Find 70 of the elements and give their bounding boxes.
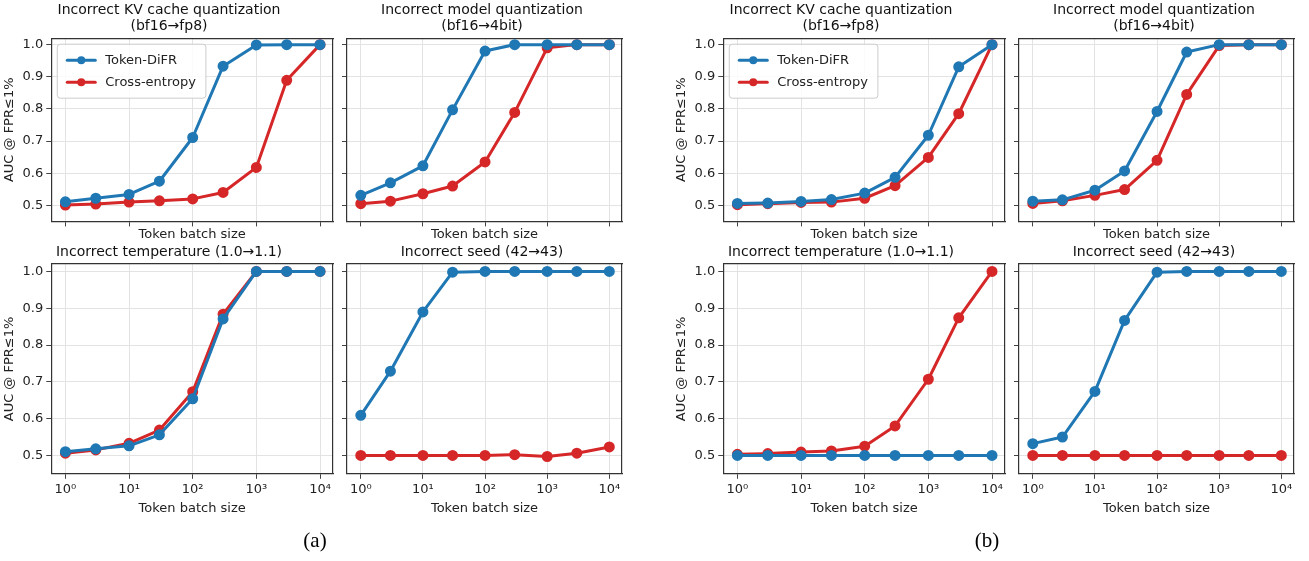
text: (b) xyxy=(973,528,1001,553)
x-axis-title: Token batch size xyxy=(809,225,918,241)
y-tick-label: 0.7 xyxy=(694,132,716,148)
y-tick-label: 1.0 xyxy=(694,36,716,51)
y-tick-label: 0.6 xyxy=(694,164,716,180)
x-tick-label: 10² xyxy=(1146,480,1168,496)
x-tick-label: 10³ xyxy=(536,480,559,496)
chart-title: Incorrect model quantization (bf16→4bit) xyxy=(381,0,583,33)
y-axis-title: AUC @ FPR≤1% xyxy=(1,316,17,422)
chart-title: Incorrect seed (42→43) xyxy=(1072,242,1236,259)
x-tick-label: 10¹ xyxy=(790,480,812,496)
y-tick-label: 0.8 xyxy=(694,336,716,352)
x-tick-label: 10² xyxy=(474,480,496,496)
legend-label: Cross-entropy xyxy=(105,73,197,89)
y-tick-label: 0.9 xyxy=(694,299,716,315)
x-tick-label: 10⁴ xyxy=(981,480,1003,496)
y-tick-label: 0.7 xyxy=(694,373,716,389)
legend-label: Cross-entropy xyxy=(777,73,869,89)
x-tick-label: 10⁴ xyxy=(598,480,621,496)
y-tick-label: 1.0 xyxy=(22,36,44,51)
y-tick-label: 0.7 xyxy=(22,373,44,389)
y-axis-title: AUC @ FPR≤1% xyxy=(673,77,689,183)
x-tick-label: 10⁴ xyxy=(1270,480,1293,496)
y-tick-label: 0.8 xyxy=(22,100,44,116)
y-axis-title: AUC @ FPR≤1% xyxy=(1,77,17,183)
legend-label: Token-DiFR xyxy=(776,51,850,67)
y-tick-label: 0.5 xyxy=(22,196,44,212)
x-tick-label: 10¹ xyxy=(1084,480,1106,496)
x-tick-label: 10⁰ xyxy=(349,480,372,496)
y-tick-label: 0.8 xyxy=(22,336,44,352)
x-axis-title: Token batch size xyxy=(1101,499,1211,515)
x-tick-label: 10² xyxy=(181,480,204,496)
x-tick-label: 10³ xyxy=(917,480,940,496)
x-axis-title: Token batch size xyxy=(1101,225,1211,241)
y-tick-label: 0.9 xyxy=(694,68,716,84)
x-axis-title: Token batch size xyxy=(809,499,918,515)
y-tick-label: 0.9 xyxy=(22,299,44,315)
x-tick-label: 10³ xyxy=(1208,480,1231,496)
chart-title: Incorrect temperature (1.0→1.1) xyxy=(727,242,955,259)
x-tick-label: 10⁰ xyxy=(1021,480,1044,496)
y-tick-label: 0.6 xyxy=(694,409,716,425)
x-axis-title: Token batch size xyxy=(429,499,539,515)
y-tick-label: 1.0 xyxy=(22,262,44,278)
chart-title: Incorrect model quantization (bf16→4bit) xyxy=(1053,0,1255,33)
x-tick-label: 10¹ xyxy=(412,480,434,496)
y-tick-label: 0.7 xyxy=(22,132,44,148)
chart-title: Incorrect temperature (1.0→1.1) xyxy=(55,242,283,259)
x-tick-label: 10⁰ xyxy=(54,480,77,496)
chart-title: Incorrect seed (42→43) xyxy=(400,242,564,259)
text: (a) xyxy=(302,528,328,553)
y-tick-label: 0.9 xyxy=(22,68,44,84)
x-tick-label: 10¹ xyxy=(118,480,140,496)
y-tick-label: 0.5 xyxy=(694,446,716,462)
y-tick-label: 1.0 xyxy=(694,262,716,278)
x-axis-title: Token batch size xyxy=(429,225,539,241)
x-tick-label: 10³ xyxy=(245,480,268,496)
y-tick-label: 0.5 xyxy=(694,196,716,212)
y-tick-label: 0.6 xyxy=(22,409,44,425)
x-tick-label: 10² xyxy=(853,480,876,496)
legend-label: Token-DiFR xyxy=(104,51,178,67)
x-axis-title: Token batch size xyxy=(137,499,246,515)
chart-title: Incorrect KV cache quantization (bf16→fp8) xyxy=(57,0,281,33)
y-tick-label: 0.8 xyxy=(694,100,716,116)
x-axis-title: Token batch size xyxy=(137,225,246,241)
x-tick-label: 10⁰ xyxy=(726,480,749,496)
chart-title: Incorrect KV cache quantization (bf16→fp8) xyxy=(729,0,953,33)
x-tick-label: 10⁴ xyxy=(309,480,331,496)
y-tick-label: 0.6 xyxy=(22,164,44,180)
y-axis-title: AUC @ FPR≤1% xyxy=(673,316,689,422)
y-tick-label: 0.5 xyxy=(22,446,44,462)
